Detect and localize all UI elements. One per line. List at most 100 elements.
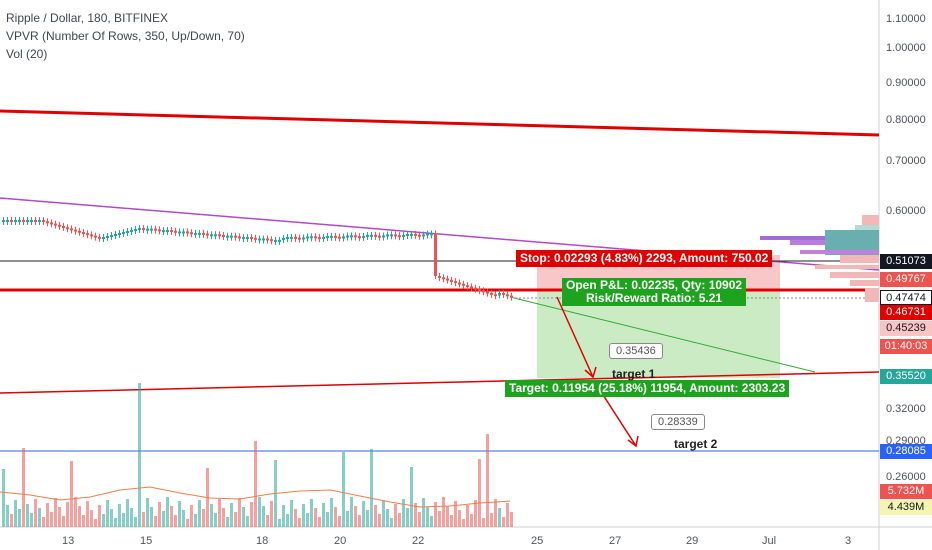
volume-bar (354, 506, 357, 527)
candle-body (106, 236, 109, 238)
candle-body (42, 220, 45, 222)
candle-body (398, 235, 401, 238)
volume-bar (190, 505, 193, 527)
volume-bar (358, 515, 361, 527)
price-callout[interactable]: 0.28339 (651, 414, 705, 430)
candle-body (242, 237, 245, 240)
candle-body (174, 230, 177, 233)
candle-body (298, 237, 301, 240)
candle-body (130, 230, 133, 232)
volume-bar (342, 452, 345, 527)
volume-bar (18, 509, 21, 527)
candle-body (98, 236, 101, 239)
candle-body (246, 237, 249, 240)
volume-bar (10, 514, 13, 527)
legend-volume[interactable]: Vol (20) (6, 47, 48, 61)
candle-body (354, 235, 357, 238)
volume-bar (394, 504, 397, 527)
candle-body (90, 234, 93, 237)
candle-body (314, 236, 317, 239)
volume-bar (170, 506, 173, 527)
volume-bar (110, 509, 113, 527)
volume-bar (50, 512, 53, 527)
candle-body (54, 223, 57, 226)
volume-bar (350, 497, 353, 527)
upper-trendline[interactable] (0, 109, 880, 137)
volume-bar (450, 515, 453, 527)
volume-bar (114, 518, 117, 527)
candle-body (190, 232, 193, 235)
volume-bar (278, 519, 281, 527)
candle-body (310, 236, 313, 239)
open-pl-label[interactable]: Open P&L: 0.02235, Qty: 10902 Risk/Rewar… (562, 278, 747, 306)
candle-body (358, 236, 361, 239)
volume-bar (306, 513, 309, 527)
stop-label[interactable]: Stop: 0.02293 (4.83%) 2293, Amount: 750.… (516, 250, 773, 267)
legend-vpvr[interactable]: VPVR (Number Of Rows, 350, Up/Down, 70) (6, 29, 245, 43)
volume-bar (466, 505, 469, 527)
candle-body (410, 233, 413, 236)
candle-body (510, 295, 513, 298)
candle-body (418, 234, 421, 237)
date-tick: Jul (762, 535, 777, 547)
open-pl-text: Open P&L: 0.02235, Qty: 10902 (566, 278, 743, 292)
green-trendline[interactable] (509, 296, 816, 373)
candle-body (122, 232, 125, 234)
price-tick: 1.00000 (886, 42, 926, 54)
volume-bar (438, 511, 441, 527)
price-tick: 0.80000 (886, 114, 926, 126)
risk-reward-text: Risk/Reward Ratio: 5.21 (586, 291, 723, 305)
candle-body (182, 231, 185, 234)
date-tick: 3 (845, 535, 852, 547)
candle-body (426, 233, 429, 236)
candle-body (474, 287, 477, 290)
volume-bar (410, 467, 413, 527)
candle-body (206, 233, 209, 236)
candle-body (462, 283, 465, 286)
candle-body (494, 294, 497, 297)
price-callout[interactable]: 0.35436 (609, 343, 663, 359)
volume-bar (378, 514, 381, 527)
candle-body (454, 281, 457, 284)
candle-body (254, 237, 257, 240)
volume-bar (454, 501, 457, 527)
volume-bar (426, 507, 429, 527)
lower-trendline[interactable] (0, 371, 880, 394)
volume-bar (54, 498, 57, 527)
volume-bar (270, 501, 273, 527)
volume-bar (122, 513, 125, 527)
candle-body (282, 237, 285, 240)
target-zone (537, 292, 780, 378)
candle-body (346, 235, 349, 238)
candle-body (338, 236, 341, 239)
candle-body (82, 232, 85, 234)
candle-body (66, 227, 69, 230)
price-candles[interactable] (2, 217, 513, 301)
candle-body (322, 236, 325, 239)
candle-body (442, 277, 445, 280)
target-label[interactable]: Target: 0.11954 (25.18%) 11954, Amount: … (505, 380, 790, 397)
volume-bar (86, 501, 89, 527)
candle-body (226, 235, 229, 238)
volume-bar (258, 497, 261, 527)
candle-body (378, 235, 381, 238)
volume-bar (414, 503, 417, 527)
volume-bar (106, 500, 109, 527)
volume-bar (58, 507, 61, 527)
volume-bar (234, 512, 237, 527)
volume-bar (478, 459, 481, 527)
volume-bar (370, 449, 373, 527)
candle-body (506, 294, 509, 297)
candle-body (222, 235, 225, 237)
volume-bar (262, 506, 265, 527)
volume-bar (186, 519, 189, 527)
legend-symbol[interactable]: Ripple / Dollar, 180, BITFINEX (6, 11, 169, 25)
volume-bar (362, 501, 365, 527)
price-badge: 0.35520 (880, 369, 932, 384)
candle-body (326, 235, 329, 238)
volume-bar (386, 509, 389, 527)
candle-body (482, 290, 485, 293)
volume-bar (38, 508, 41, 527)
